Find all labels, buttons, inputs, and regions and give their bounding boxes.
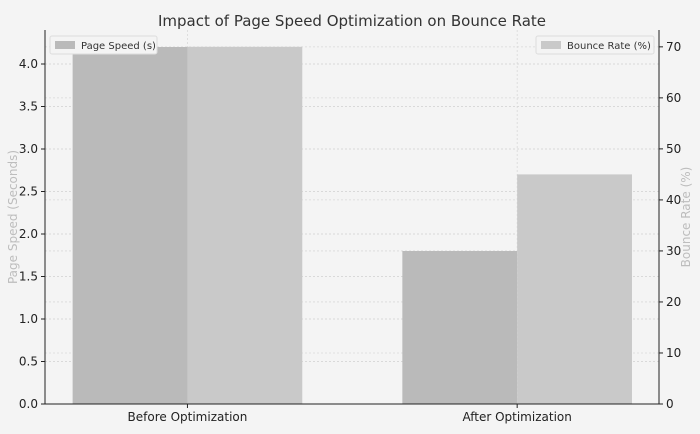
legend-swatch-page-speed — [55, 41, 75, 49]
left-tick-label: 4.0 — [19, 57, 38, 71]
bar-page-speed-0 — [72, 47, 188, 404]
x-tick-label: Before Optimization — [128, 410, 248, 424]
legend-label-bounce-rate: Bounce Rate (%) — [567, 41, 651, 52]
right-tick-label: 10 — [666, 346, 681, 360]
right-tick-label: 50 — [666, 142, 681, 156]
legend-label-page-speed: Page Speed (s) — [81, 41, 156, 52]
right-tick-label: 0 — [666, 397, 674, 411]
bar-bounce-rate-0 — [187, 46, 303, 405]
left-tick-label: 3.0 — [19, 142, 38, 156]
bar-page-speed-1 — [402, 251, 518, 404]
right-tick-label: 40 — [666, 193, 681, 207]
legend-left-box — [49, 35, 158, 55]
left-tick-label: 1.5 — [19, 270, 38, 284]
left-tick-label: 0.5 — [19, 355, 38, 369]
legend-right: Bounce Rate (%) — [535, 35, 655, 55]
left-tick-label: 1.0 — [19, 312, 38, 326]
left-tick-label: 0.0 — [19, 397, 38, 411]
left-axis-title: Page Speed (Seconds) — [6, 150, 20, 284]
right-tick-label: 30 — [666, 244, 681, 258]
bars — [72, 46, 632, 405]
legend-swatch-bounce-rate — [541, 41, 561, 49]
left-tick-label: 2.5 — [19, 185, 38, 199]
right-tick-label: 20 — [666, 295, 681, 309]
chart-title: Impact of Page Speed Optimization on Bou… — [158, 12, 546, 30]
right-axis-ticks: 0 10 20 30 40 50 60 70 — [659, 40, 681, 411]
legend-right-box — [535, 35, 655, 55]
left-tick-label: 3.5 — [19, 100, 38, 114]
legend-left: Page Speed (s) — [49, 35, 158, 55]
right-axis-title: Bounce Rate (%) — [679, 167, 693, 268]
right-tick-label: 60 — [666, 91, 681, 105]
left-axis-ticks: 0.0 0.5 1.0 1.5 2.0 2.5 3.0 3.5 4.0 — [19, 57, 45, 411]
x-tick-label: After Optimization — [462, 410, 571, 424]
left-tick-label: 2.0 — [19, 227, 38, 241]
right-tick-label: 70 — [666, 40, 681, 54]
bar-bounce-rate-1 — [517, 174, 632, 404]
x-axis-ticks: Before Optimization After Optimization — [128, 404, 572, 424]
